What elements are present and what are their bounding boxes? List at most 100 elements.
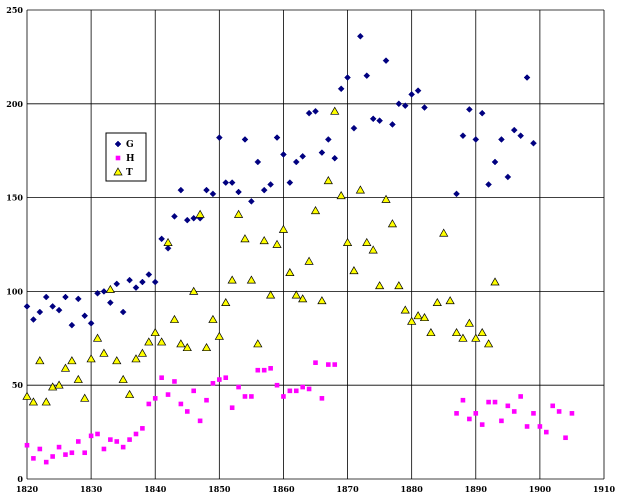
data-point-H [43, 459, 49, 465]
data-point-H [518, 394, 523, 399]
data-point-H [537, 424, 543, 429]
x-tick-label: 1890 [465, 484, 488, 494]
data-point-G [318, 149, 326, 156]
data-point-H [511, 409, 517, 414]
data-point-H [63, 452, 68, 457]
data-point-H [492, 399, 498, 405]
data-point-T [310, 206, 321, 215]
data-point-H [281, 394, 286, 399]
data-point-G [228, 179, 236, 186]
data-point-T [41, 397, 51, 406]
legend: GHT [105, 132, 147, 182]
data-point-H [499, 418, 504, 424]
data-point-G [504, 173, 512, 181]
data-point-G [177, 186, 185, 194]
data-point-T [35, 356, 45, 365]
data-point-G [382, 57, 390, 65]
data-point-G [74, 295, 82, 303]
data-point-G [498, 136, 505, 143]
data-point-T [471, 333, 481, 342]
data-point-G [414, 87, 422, 95]
y-tick-label: 200 [6, 99, 23, 109]
data-point-G [363, 72, 371, 80]
data-point-H [204, 397, 209, 403]
data-point-T [86, 354, 96, 363]
data-point-H [159, 375, 164, 380]
data-point-T [381, 194, 391, 203]
data-point-G [517, 132, 525, 140]
legend-label-G: G [126, 140, 134, 150]
data-point-H [242, 394, 248, 399]
data-point-H [531, 411, 536, 416]
data-point-G [485, 181, 492, 188]
data-point-G [344, 74, 351, 81]
data-point-G [119, 308, 127, 316]
data-point-T [22, 391, 32, 400]
legend-label-H: H [126, 154, 135, 164]
data-point-T [323, 176, 333, 185]
data-point-T [349, 266, 359, 275]
x-tick-label: 1880 [401, 484, 424, 494]
data-point-G [23, 303, 31, 310]
data-point-G [421, 104, 428, 111]
data-point-T [336, 191, 346, 200]
data-point-H [550, 403, 556, 409]
data-point-G [62, 293, 69, 301]
data-point-H [300, 384, 305, 390]
data-point-H [319, 396, 325, 401]
data-point-G [459, 132, 467, 140]
data-point-T [60, 363, 71, 372]
x-tick-label: 1850 [208, 484, 231, 494]
y-tick-label: 150 [6, 193, 23, 203]
data-point-G [273, 134, 281, 141]
data-point-G [126, 276, 133, 284]
data-point-G [395, 100, 403, 108]
data-point-G [389, 121, 396, 128]
data-point-T [163, 237, 173, 246]
data-point-T [253, 339, 263, 348]
data-point-T [464, 318, 474, 327]
x-tick-label: 1820 [16, 484, 39, 494]
data-point-T [483, 339, 494, 348]
data-point-G [337, 85, 345, 93]
data-point-H [37, 446, 43, 452]
data-point-H [306, 386, 312, 392]
data-points [22, 32, 575, 465]
legend-box [105, 132, 147, 182]
data-point-T [342, 237, 353, 246]
data-point-H [313, 360, 318, 365]
legend-label-T: T [126, 168, 133, 178]
data-point-H [146, 401, 152, 407]
data-point-G [408, 91, 416, 98]
data-point-G [183, 216, 191, 224]
data-point-G [113, 280, 121, 288]
data-point-H [544, 429, 549, 435]
x-tick-label: 1860 [272, 484, 295, 494]
data-point-G [472, 136, 480, 143]
data-point-T [317, 296, 327, 305]
data-point-T [182, 342, 192, 352]
data-point-T [208, 314, 218, 323]
data-point-T [400, 305, 410, 314]
data-point-G [49, 303, 56, 310]
data-point-G [171, 213, 178, 220]
data-point-G [222, 179, 230, 186]
data-point-H [191, 388, 196, 394]
data-point-H [172, 379, 177, 384]
data-point-T [291, 290, 301, 299]
y-tick-label: 50 [12, 380, 24, 390]
data-point-T [419, 312, 430, 322]
data-point-G [267, 181, 274, 188]
data-point-G [164, 244, 172, 252]
data-point-T [246, 275, 256, 284]
data-point-T [73, 374, 83, 383]
x-tick-label: 1840 [144, 484, 167, 494]
data-point-T [54, 380, 64, 389]
data-point-T [355, 185, 365, 194]
data-point-H [268, 366, 273, 371]
data-point-G [81, 312, 89, 320]
data-point-G [235, 188, 242, 196]
data-point-G [87, 319, 95, 327]
data-point-G [36, 308, 44, 316]
data-point-T [150, 327, 160, 337]
